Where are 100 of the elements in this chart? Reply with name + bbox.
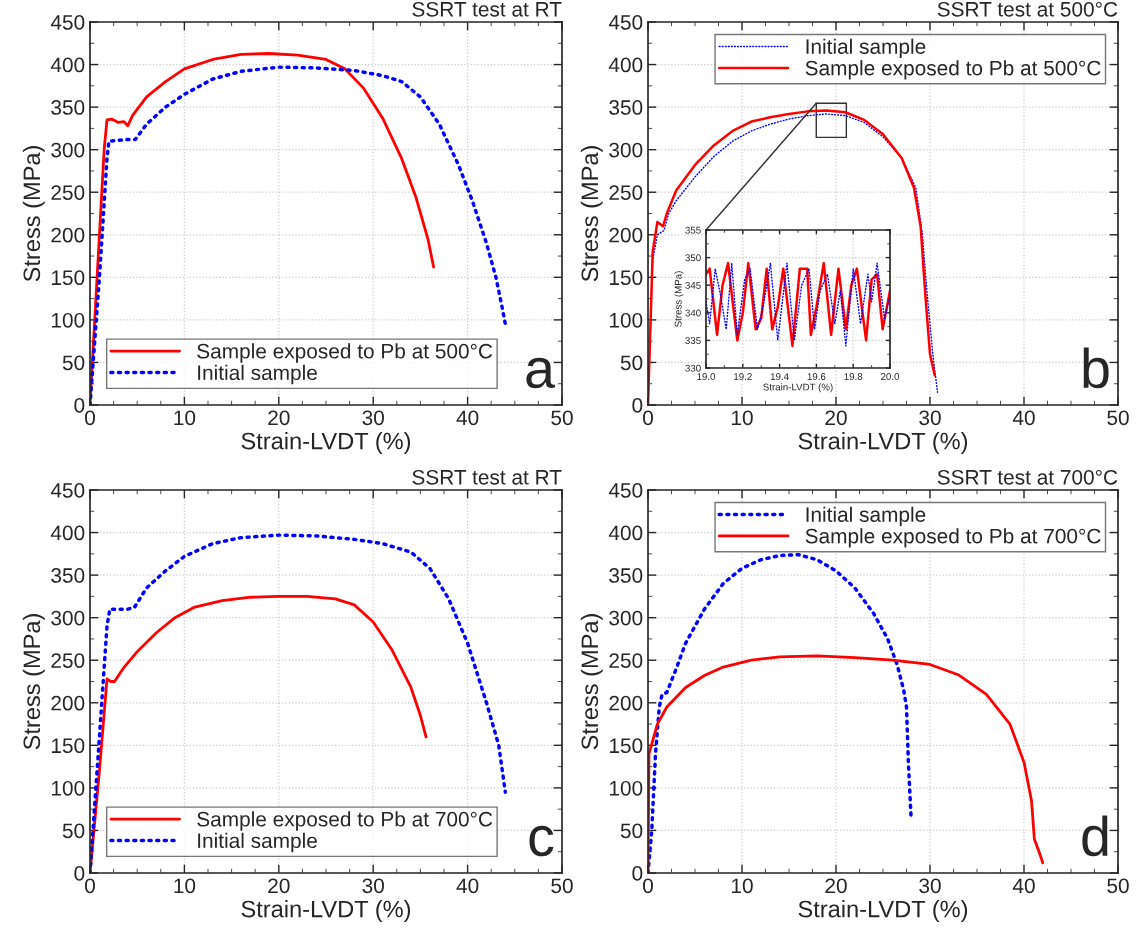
x-tick-label: 20 <box>825 878 847 894</box>
y-tick-label: 200 <box>51 227 85 243</box>
x-tick-label: 40 <box>456 878 479 894</box>
y-tick-label: 400 <box>608 57 643 73</box>
x-tick-label: 0 <box>85 878 95 894</box>
y-tick-label: 150 <box>51 738 85 754</box>
y-tick-label: 350 <box>51 100 85 115</box>
y-tick-label: 300 <box>51 142 85 158</box>
x-tick-label: 40 <box>1012 878 1035 894</box>
y-tick-label: 345 <box>685 281 701 289</box>
legend-label: Sample exposed to Pb at 700°C <box>197 811 493 831</box>
legend-label: Sample exposed to Pb at 500°C <box>197 343 493 363</box>
y-tick-label: 450 <box>50 15 85 30</box>
x-tick-label: 0 <box>643 410 653 426</box>
x-tick-label: 0 <box>85 410 95 426</box>
y-tick-label: 355 <box>685 226 701 234</box>
annotation: a <box>526 357 555 389</box>
y-tick-label: 400 <box>608 525 643 541</box>
y-tick-label: 200 <box>609 227 643 243</box>
y-axis-title: Stress (MPa) <box>674 271 684 327</box>
legend-label: Initial sample <box>198 364 317 385</box>
y-tick-label: 150 <box>609 738 643 754</box>
y-tick-label: 100 <box>51 780 85 796</box>
x-axis-title: Strain-LVDT (%) <box>241 432 411 455</box>
y-tick-label: 250 <box>609 185 643 200</box>
chart-title: SSRT test at 700°C <box>937 469 1118 485</box>
y-tick-label: 150 <box>51 270 85 286</box>
y-tick-label: 50 <box>62 823 85 839</box>
x-axis-title: Strain-LVDT (%) <box>241 900 411 923</box>
line-series <box>90 533 508 873</box>
x-tick-label: 19.0 <box>697 373 716 380</box>
y-tick-label: 450 <box>608 483 643 498</box>
legend-label: Initial sample <box>806 38 926 59</box>
y-axis-title: Stress (MPa) <box>580 614 603 750</box>
y-tick-label: 50 <box>620 823 643 839</box>
y-tick-label: 450 <box>50 483 85 498</box>
y-tick-label: 350 <box>609 568 643 583</box>
y-tick-label: 0 <box>74 866 85 881</box>
y-tick-label: 340 <box>685 309 701 317</box>
legend-label: Sample exposed to Pb at 500°C <box>805 60 1101 80</box>
y-tick-label: 200 <box>51 695 85 711</box>
y-tick-label: 350 <box>51 568 85 583</box>
x-tick-label: 10 <box>732 878 753 894</box>
x-axis-title: Strain-LVDT (%) <box>798 900 968 923</box>
y-tick-label: 150 <box>609 270 643 286</box>
y-tick-label: 450 <box>608 15 643 30</box>
y-tick-label: 250 <box>51 653 85 668</box>
y-tick-label: 350 <box>609 100 643 115</box>
y-axis-title: Stress (MPa) <box>22 614 45 750</box>
y-tick-label: 100 <box>51 312 85 328</box>
chart-title: SSRT test at RT <box>412 1 562 17</box>
y-tick-label: 250 <box>609 653 643 668</box>
x-tick-label: 0 <box>643 878 653 894</box>
y-tick-label: 0 <box>74 398 85 413</box>
x-tick-label: 30 <box>362 410 384 426</box>
annotation: c <box>529 825 554 857</box>
x-tick-label: 50 <box>551 878 573 894</box>
legend-label: Initial sample <box>806 506 926 527</box>
x-tick-label: 19.6 <box>807 373 826 380</box>
line-series <box>90 595 428 873</box>
y-axis-title: Stress (MPa) <box>22 146 45 282</box>
x-axis-title: Strain-LVDT (%) <box>798 432 968 455</box>
annotation: d <box>1082 815 1108 857</box>
y-tick-label: 300 <box>609 142 643 158</box>
x-tick-label: 20 <box>268 410 290 426</box>
y-tick-label: 400 <box>50 525 85 541</box>
x-tick-label: 30 <box>362 878 384 894</box>
y-tick-label: 0 <box>632 866 643 881</box>
y-tick-label: 0 <box>632 398 643 413</box>
x-tick-label: 50 <box>1107 410 1129 426</box>
x-tick-label: 20 <box>268 878 290 894</box>
line-series <box>90 65 508 405</box>
chart-title: SSRT test at 500°C <box>937 1 1118 17</box>
y-tick-label: 300 <box>51 610 85 626</box>
x-tick-label: 19.8 <box>844 373 863 380</box>
annotation: b <box>1083 347 1109 389</box>
x-tick-label: 50 <box>551 410 573 426</box>
y-tick-label: 100 <box>609 780 643 796</box>
legend-label: Sample exposed to Pb at 700°C <box>805 528 1101 548</box>
x-tick-label: 50 <box>1107 878 1129 894</box>
x-tick-label: 30 <box>919 878 941 894</box>
y-tick-label: 300 <box>609 610 643 626</box>
y-tick-label: 250 <box>51 185 85 200</box>
y-tick-label: 335 <box>685 337 701 345</box>
legend-label: Initial sample <box>198 832 317 853</box>
y-tick-label: 400 <box>50 57 85 73</box>
x-tick-label: 19.4 <box>770 373 789 380</box>
x-tick-label: 19.2 <box>734 373 752 380</box>
chart-title: SSRT test at RT <box>412 469 562 485</box>
x-tick-label: 30 <box>919 410 941 426</box>
line-series <box>90 52 436 405</box>
y-tick-label: 330 <box>685 364 701 372</box>
x-tick-label: 40 <box>1012 410 1035 426</box>
x-tick-label: 20 <box>825 410 847 426</box>
x-tick-label: 10 <box>732 410 753 426</box>
x-tick-label: 10 <box>174 878 196 894</box>
y-axis-title: Stress (MPa) <box>580 146 603 282</box>
x-tick-label: 40 <box>456 410 479 426</box>
y-tick-label: 350 <box>685 254 701 262</box>
x-tick-label: 10 <box>174 410 196 426</box>
